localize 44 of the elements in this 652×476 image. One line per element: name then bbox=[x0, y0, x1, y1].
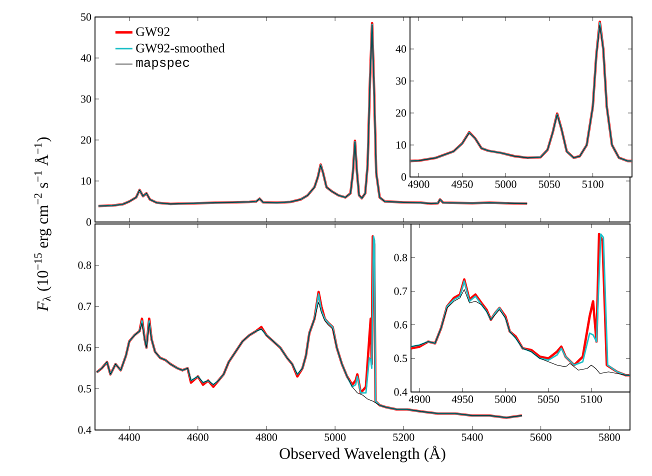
x-tick-label: 5200 bbox=[393, 434, 414, 441]
y-tick-label: 10 bbox=[81, 177, 92, 185]
x-tick-label: 4800 bbox=[256, 434, 278, 441]
x-tick-label: 4900 bbox=[408, 180, 430, 188]
x-tick-label: 5000 bbox=[324, 434, 346, 441]
y-tick-label: 20 bbox=[81, 136, 92, 144]
y-tick-label: 0.6 bbox=[394, 321, 408, 329]
x-tick-label: 5050 bbox=[538, 180, 560, 188]
x-tick-label: 4950 bbox=[452, 396, 474, 403]
legend-label: mapspec bbox=[136, 60, 190, 70]
y-tick-label: 0.7 bbox=[394, 287, 408, 295]
y-tick-label: 0 bbox=[401, 173, 406, 181]
y-tick-label: 20 bbox=[396, 109, 406, 117]
y-tick-label: 0.6 bbox=[78, 344, 92, 352]
x-axis-title: Observed Wavelength (Å) bbox=[280, 446, 446, 462]
legend-label: GW92 bbox=[136, 27, 170, 36]
x-tick-label: 4900 bbox=[408, 396, 430, 403]
y-tick-label: 0.4 bbox=[78, 426, 92, 434]
x-tick-label: 5100 bbox=[581, 396, 602, 403]
x-tick-label: 4600 bbox=[187, 434, 208, 441]
y-tick-label: 40 bbox=[80, 54, 92, 62]
x-tick-label: 4400 bbox=[118, 434, 140, 441]
y-tick-label: 50 bbox=[81, 13, 92, 21]
legend-label: GW92-smoothed bbox=[136, 43, 225, 53]
x-tick-label: 5400 bbox=[462, 434, 483, 441]
y-tick-label: 0.5 bbox=[394, 354, 408, 362]
y-tick-label: 30 bbox=[396, 77, 406, 85]
text: F$_{λ}$ (10$^{−15}$ erg cm$^{−2}$ s$^{−1}$ Å$^{−1}$) bbox=[34, 137, 52, 312]
x-tick-label: 5050 bbox=[538, 396, 559, 403]
x-tick-label: 5800 bbox=[599, 434, 620, 441]
y-tick-label: 0.4 bbox=[394, 388, 408, 396]
x-tick-label: 5600 bbox=[530, 434, 552, 441]
y-tick-label: 0 bbox=[86, 218, 92, 226]
x-tick-label: 4950 bbox=[452, 180, 473, 188]
y-tick-label: 40 bbox=[396, 45, 406, 53]
x-tick-label: 5000 bbox=[495, 180, 516, 188]
y-tick-label: 0.8 bbox=[394, 254, 408, 262]
y-tick-label: 0.7 bbox=[78, 302, 92, 310]
y-tick-label: 30 bbox=[81, 95, 92, 103]
y-tick-label: 10 bbox=[396, 141, 406, 149]
x-tick-label: 5000 bbox=[495, 396, 516, 403]
y-tick-label: 0.5 bbox=[78, 385, 92, 393]
x-tick-label: 5100 bbox=[582, 180, 604, 188]
y-tick-label: 0.8 bbox=[78, 261, 92, 269]
